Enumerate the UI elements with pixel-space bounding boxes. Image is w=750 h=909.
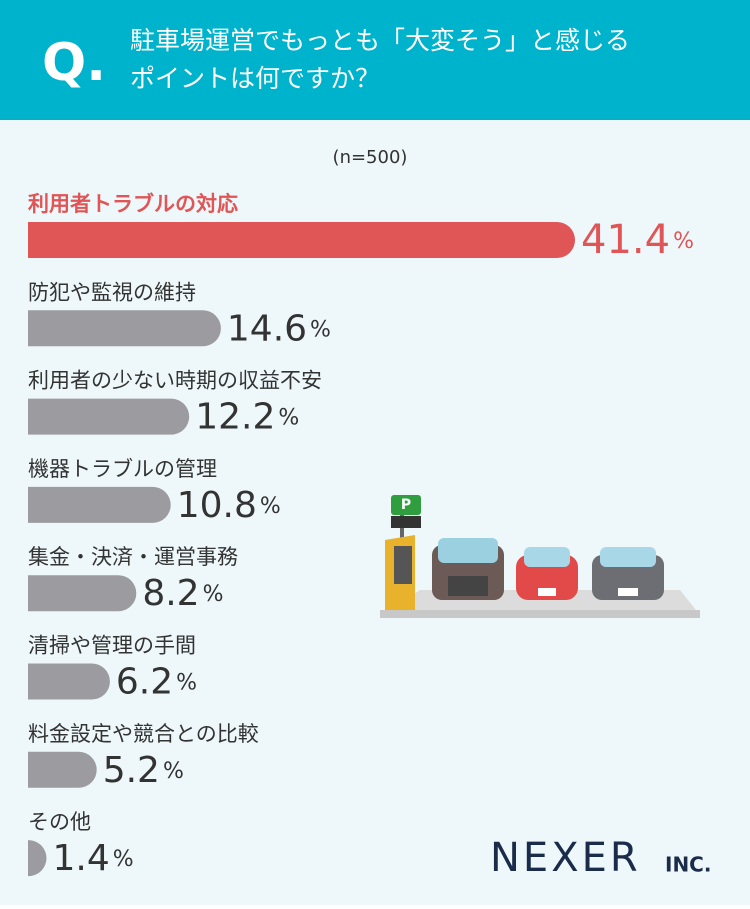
illustration: P [380,495,700,618]
question-label: Q. [42,33,106,93]
value-number: 14.6 [227,308,307,349]
value-label: 5.2% [103,750,184,791]
value-unit: % [310,317,331,342]
category-label: 利用者の少ない時期の収益不安 [28,369,322,393]
bar [28,398,190,435]
value-number: 41.4 [581,217,670,263]
value-number: 12.2 [195,397,275,438]
title-line: ポイントは何ですか？ [130,64,380,93]
value-unit: % [176,671,197,696]
category-label: 利用者トラブルの対応 [28,192,238,216]
bar [28,840,47,877]
value-number: 5.2 [103,750,160,791]
value-label: 12.2% [195,397,299,438]
bar [28,486,171,523]
logo-suffix: INC. [665,853,711,877]
bar [28,310,221,347]
category-label: 清掃や管理の手間 [28,634,196,658]
bar [28,575,137,612]
value-unit: % [163,759,184,784]
value-unit: % [673,229,694,254]
bar [28,751,97,788]
bar [28,663,110,700]
value-label: 1.4% [52,838,133,879]
value-number: 8.2 [142,573,199,614]
logo: NEXER [490,835,641,881]
value-unit: % [278,406,299,431]
subtitle: (n=500) [333,147,408,168]
category-label: 料金設定や競合との比較 [28,722,259,746]
value-number: 6.2 [116,662,173,703]
category-label: 集金・決済・運営事務 [28,545,238,569]
value-label: 8.2% [142,573,223,614]
category-label: その他 [28,810,91,834]
value-unit: % [260,494,281,519]
value-label: 41.4% [581,217,694,263]
category-label: 機器トラブルの管理 [28,457,217,481]
category-label: 防犯や監視の維持 [28,280,196,304]
svg-text:P: P [401,497,411,513]
header [0,0,750,120]
value-number: 10.8 [177,485,257,526]
title-line: 駐車場運営でもっとも「大変そう」と感じる [130,26,630,55]
bar [28,222,575,258]
value-label: 14.6% [227,308,331,349]
value-label: 10.8% [177,485,281,526]
value-label: 6.2% [116,662,197,703]
value-unit: % [113,847,134,872]
value-unit: % [203,582,224,607]
value-number: 1.4 [52,838,109,879]
